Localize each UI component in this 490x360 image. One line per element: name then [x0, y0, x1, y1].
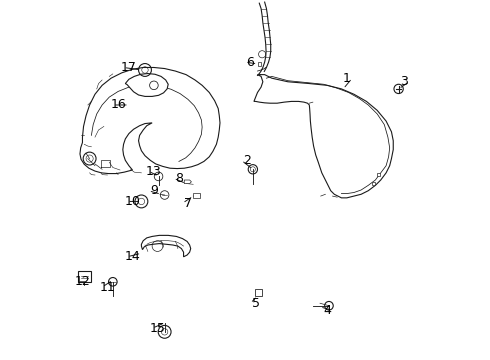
Text: 1: 1	[343, 72, 351, 85]
Text: 8: 8	[175, 172, 183, 185]
Text: 12: 12	[74, 275, 90, 288]
Text: 14: 14	[124, 250, 140, 263]
Text: 4: 4	[323, 304, 331, 317]
Polygon shape	[125, 73, 168, 96]
Polygon shape	[193, 193, 200, 198]
Polygon shape	[80, 67, 220, 174]
Text: 10: 10	[124, 195, 141, 208]
Text: 17: 17	[121, 61, 137, 74]
Text: 3: 3	[400, 75, 408, 88]
Text: 11: 11	[99, 281, 115, 294]
Polygon shape	[78, 271, 91, 282]
Text: 16: 16	[110, 99, 126, 112]
Polygon shape	[142, 235, 191, 257]
Text: 15: 15	[149, 322, 166, 335]
Polygon shape	[184, 180, 192, 184]
Polygon shape	[254, 75, 393, 198]
Text: 5: 5	[252, 297, 260, 310]
Text: 13: 13	[146, 165, 162, 177]
Text: 6: 6	[246, 55, 254, 69]
Text: 9: 9	[150, 184, 158, 197]
Polygon shape	[258, 62, 261, 66]
Text: 2: 2	[243, 154, 251, 167]
Text: 7: 7	[184, 197, 192, 210]
Polygon shape	[372, 182, 375, 185]
Polygon shape	[255, 289, 262, 296]
Polygon shape	[377, 173, 380, 176]
